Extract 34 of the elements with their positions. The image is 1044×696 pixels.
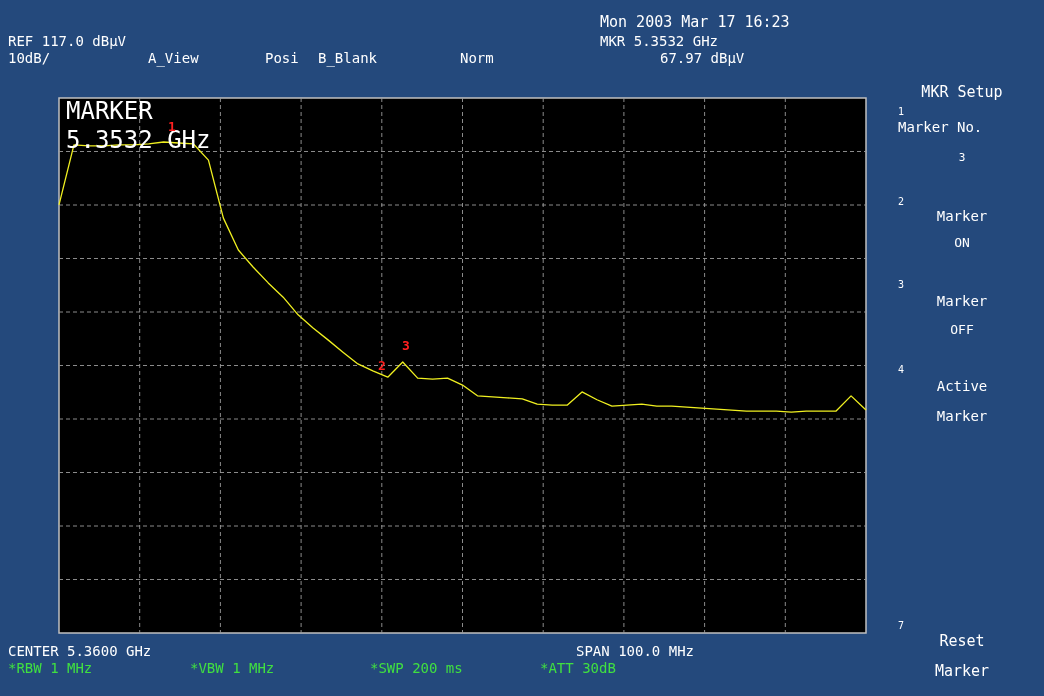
text: 4 — [898, 364, 905, 375]
text: 1 — [898, 106, 905, 117]
text: Mon 2003 Mar 17 16:23 — [600, 13, 790, 31]
text: 3 — [898, 279, 905, 290]
text: 10dB/ — [8, 50, 51, 66]
text: SPAN 100.0 MHz — [576, 643, 695, 659]
text: Marker — [936, 293, 988, 309]
text: ON — [954, 235, 970, 250]
text: A_View — [148, 50, 200, 67]
text: Marker — [936, 408, 988, 424]
text: B_Blank — [318, 50, 378, 67]
text: *SWP 200 ms — [370, 660, 463, 676]
annotation: 2 — [378, 358, 386, 373]
text: MARKER — [66, 97, 154, 125]
text: Marker No. — [898, 119, 983, 135]
text: 7 — [898, 620, 905, 631]
text: MKR Setup — [921, 83, 1003, 101]
text: Marker — [934, 662, 990, 680]
text: *RBW 1 MHz — [8, 660, 93, 676]
annotation: 3 — [402, 338, 410, 353]
text: Marker — [936, 208, 988, 224]
text: Reset — [939, 632, 985, 650]
text: CENTER 5.3600 GHz — [8, 643, 152, 659]
text: Norm — [460, 50, 494, 66]
text: 67.97 dBµV — [660, 50, 745, 66]
text: OFF — [950, 322, 974, 337]
text: Posi — [265, 50, 299, 66]
text: MKR 5.3532 GHz — [600, 33, 719, 49]
text: *VBW 1 MHz — [190, 660, 275, 676]
text: REF 117.0 dBµV — [8, 33, 127, 49]
text: 3 — [958, 151, 966, 164]
text: *ATT 30dB — [540, 660, 616, 676]
text: 2 — [898, 196, 905, 207]
text: Active — [936, 378, 988, 394]
